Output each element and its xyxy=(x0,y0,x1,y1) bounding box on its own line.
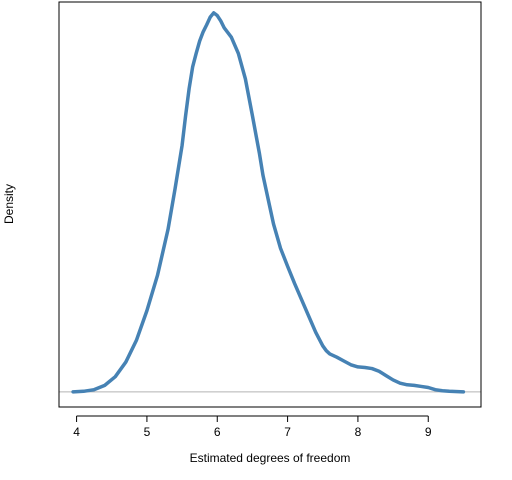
plot-frame xyxy=(58,1,482,408)
y-axis-title: Density xyxy=(2,184,16,224)
x-tick-label: 5 xyxy=(144,425,151,439)
x-tick-label: 4 xyxy=(73,425,80,439)
x-tick-label: 8 xyxy=(355,425,362,439)
plot-area xyxy=(58,1,482,408)
density-curve xyxy=(71,11,466,394)
x-tick-label: 9 xyxy=(425,425,432,439)
x-tick-label: 7 xyxy=(284,425,291,439)
x-tick-label: 6 xyxy=(214,425,221,439)
x-axis: 4 5 6 7 8 9 xyxy=(73,415,432,439)
x-axis-title: Estimated degrees of freedom xyxy=(190,451,351,465)
